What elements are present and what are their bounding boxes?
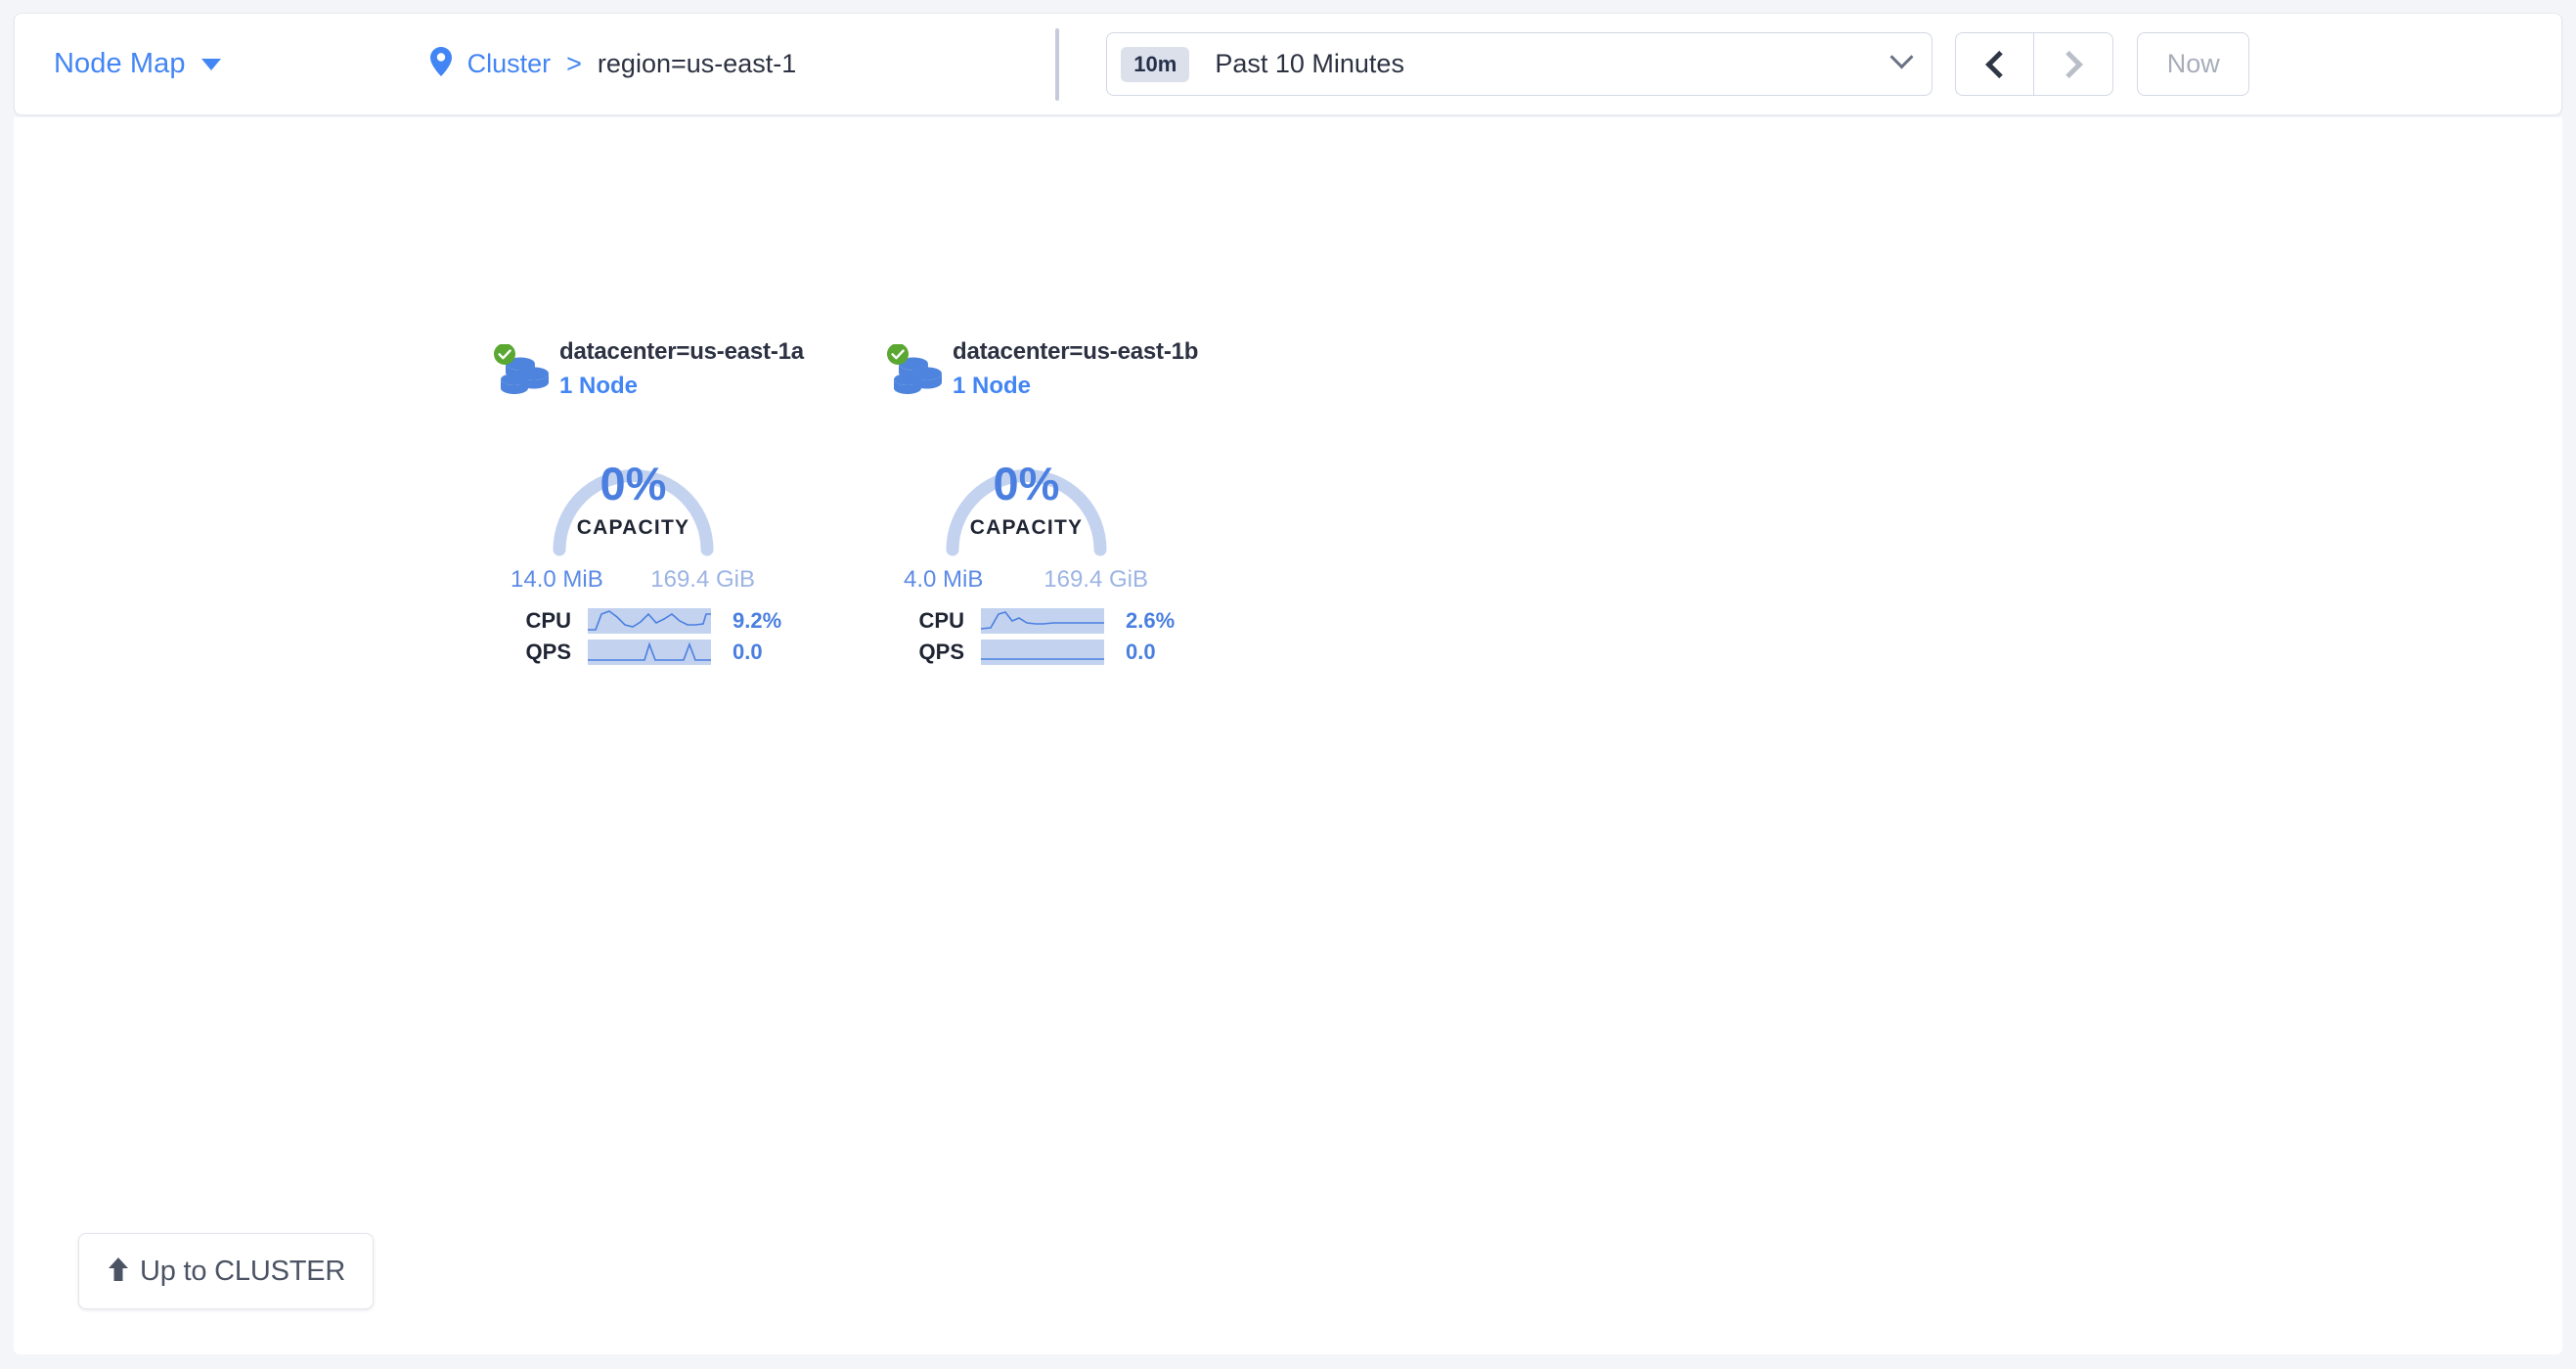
metric-row-cpu: CPU 2.6%: [904, 605, 1219, 637]
node-tile-header: datacenter=us-east-1a 1 Node: [493, 332, 825, 401]
node-tile-header: datacenter=us-east-1b 1 Node: [886, 332, 1219, 401]
node-count: 1 Node: [953, 373, 1032, 399]
capacity-gauge: 0% CAPACITY: [528, 418, 738, 562]
database-cluster-icon: [886, 343, 947, 401]
metric-sparkline: [588, 608, 711, 634]
database-cluster-icon: [493, 343, 554, 401]
capacity-gauge-center: 0% CAPACITY: [921, 461, 1132, 540]
capacity-used: 14.0 MiB: [511, 566, 603, 593]
metric-value: 0.0: [1126, 640, 1156, 664]
time-range-label: Past 10 Minutes: [1215, 49, 1404, 78]
metric-sparkline: [981, 640, 1104, 665]
metric-label: CPU: [918, 608, 964, 633]
time-nav-group: [1955, 32, 2114, 96]
node-map-canvas: datacenter=us-east-1a 1 Node 0% CAPACITY…: [14, 117, 2562, 1354]
breadcrumb: Cluster > region=us-east-1: [428, 46, 797, 82]
breadcrumb-separator: >: [566, 49, 582, 78]
toolbar-divider: [1055, 27, 1060, 101]
capacity-total: 169.4 GiB: [1044, 566, 1148, 593]
node-tile-title-block: datacenter=us-east-1b 1 Node: [953, 332, 1198, 400]
metric-label: QPS: [525, 640, 571, 664]
capacity-percent: 0%: [600, 458, 667, 509]
breadcrumb-current: region=us-east-1: [597, 49, 797, 78]
up-to-cluster-button[interactable]: Up to CLUSTER: [78, 1233, 375, 1309]
time-range-badge: 10m: [1121, 46, 1190, 82]
metric-row-qps: QPS 0.0: [904, 637, 1219, 668]
capacity-used: 4.0 MiB: [904, 566, 984, 593]
node-count: 1 Node: [559, 373, 639, 399]
map-pin-icon: [428, 46, 454, 82]
metric-row-cpu: CPU 9.2%: [511, 605, 825, 637]
node-title: datacenter=us-east-1b: [953, 338, 1199, 365]
node-metrics: CPU 2.6% QPS 0.0: [904, 605, 1219, 668]
capacity-gauge: 0% CAPACITY: [921, 418, 1132, 562]
now-button-label: Now: [2166, 49, 2220, 78]
metric-value: 2.6%: [1126, 608, 1176, 633]
capacity-label: CAPACITY: [576, 516, 690, 539]
capacity-total: 169.4 GiB: [650, 566, 755, 593]
chevron-right-icon: [2055, 50, 2084, 78]
capacity-values: 14.0 MiB 169.4 GiB: [511, 566, 755, 594]
breadcrumb-link-cluster[interactable]: Cluster: [466, 49, 552, 78]
chevron-down-icon: [1889, 45, 1914, 69]
capacity-values: 4.0 MiB 169.4 GiB: [904, 566, 1148, 594]
node-tile-0[interactable]: datacenter=us-east-1a 1 Node 0% CAPACITY…: [493, 332, 825, 668]
metric-label: QPS: [918, 640, 964, 664]
view-selector[interactable]: Node Map: [54, 48, 221, 80]
metric-sparkline: [981, 608, 1104, 634]
node-tile-title-block: datacenter=us-east-1a 1 Node: [559, 332, 804, 400]
chevron-down-icon: [200, 58, 221, 70]
time-prev-button[interactable]: [1955, 32, 2035, 96]
metric-row-qps: QPS 0.0: [511, 637, 825, 668]
capacity-gauge-center: 0% CAPACITY: [528, 461, 738, 540]
metric-label: CPU: [525, 608, 571, 633]
chevron-left-icon: [1984, 50, 2014, 78]
node-metrics: CPU 9.2% QPS 0.0: [511, 605, 825, 668]
now-button[interactable]: Now: [2137, 32, 2250, 96]
capacity-label: CAPACITY: [969, 516, 1084, 539]
up-to-cluster-label: Up to CLUSTER: [140, 1255, 346, 1287]
time-next-button[interactable]: [2034, 32, 2114, 96]
capacity-percent: 0%: [993, 458, 1060, 509]
arrow-up-icon: [107, 1256, 130, 1288]
node-tiles-container: datacenter=us-east-1a 1 Node 0% CAPACITY…: [14, 117, 2562, 1354]
time-range-picker[interactable]: 10m Past 10 Minutes: [1106, 32, 1933, 96]
metric-value: 9.2%: [733, 608, 782, 633]
top-toolbar: Node Map Cluster > region=us-east-1 10m …: [14, 13, 2562, 115]
metric-sparkline: [588, 640, 711, 665]
metric-value: 0.0: [733, 640, 763, 664]
view-selector-label: Node Map: [54, 48, 186, 79]
node-tile-1[interactable]: datacenter=us-east-1b 1 Node 0% CAPACITY…: [886, 332, 1219, 668]
node-title: datacenter=us-east-1a: [559, 338, 804, 365]
